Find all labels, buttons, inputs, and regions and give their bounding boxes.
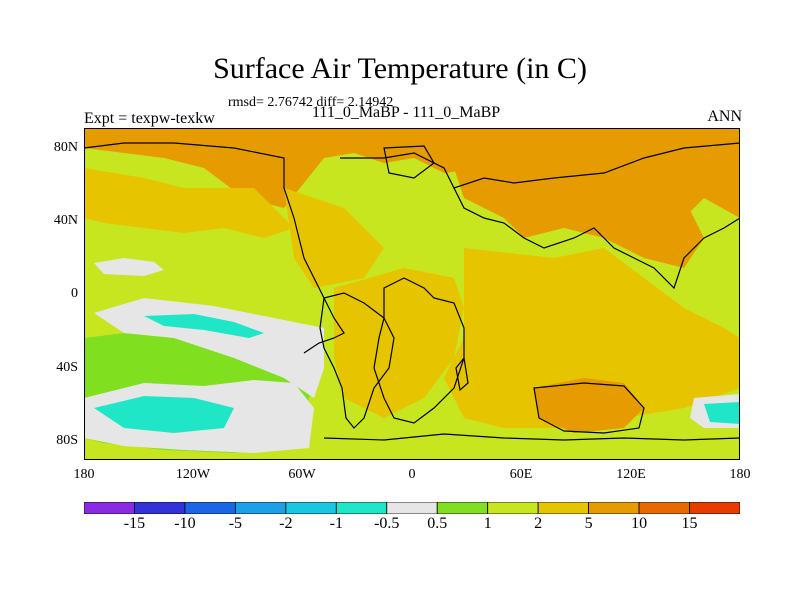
north-america-warm [84,168,294,238]
north-america-outline [84,142,345,354]
x-tick-180-left: 180 [73,467,95,482]
asia-hot-zone [454,168,704,268]
y-tick-80n: 80N [53,140,78,155]
colorbar-label: -5 [228,515,243,532]
colorbar-swatch [335,502,388,514]
australia-hot [534,378,644,433]
temperature-map [84,128,740,460]
north-pacific-neutral [94,258,164,276]
north-atlantic-warm [284,188,384,288]
map-frame [84,128,740,460]
period-label: 111_0_MaBP - 111_0_MaBP [312,104,501,121]
madagascar-outline [455,356,469,392]
colorbar-label: 15 [681,515,698,532]
east-pacific-neutral [94,298,324,398]
x-tick-180-right: 180 [729,467,751,482]
y-tick-40s: 40S [56,360,78,375]
colorbar-label: 5 [584,515,593,532]
colorbar-swatch [84,502,135,514]
experiment-label: Expt = texpw-texkw [84,110,215,127]
coastline-outlines [84,142,740,441]
stats-readout: rmsd= 2.76742 diff= 2.14942 [228,95,394,110]
colorbar-label: -10 [174,515,196,532]
x-tick-60e: 60E [509,467,533,482]
colorbar-swatch [285,502,337,514]
colorbar-label: -1 [329,515,343,532]
colorbar [84,502,740,514]
australia-outline [533,382,645,434]
colorbar-label: 10 [631,515,648,532]
indian-warm [444,248,740,428]
y-tick-0: 0 [71,286,78,301]
southern-cool-zone [94,396,234,433]
colorbar-swatch [588,502,640,514]
asia-outline [453,187,740,290]
colorbar-swatch [184,502,236,514]
colorbar-swatch [134,502,186,514]
east-pacific-cool [144,314,264,338]
colorbar-label: -0.5 [374,515,400,532]
dateline-cool [704,402,740,424]
colorbar-swatch [234,502,287,514]
colorbar-label: -15 [123,515,146,532]
colorbar-label: -2 [279,515,293,532]
colorbar-swatch [638,502,690,514]
eurasia-africa-outline [340,142,740,424]
colorbar-label: 2 [534,515,543,532]
colorbar-label: 0.5 [427,515,448,532]
colorbar-label: 1 [483,515,492,532]
x-tick-0: 0 [408,467,416,482]
map-title: Surface Air Temperature (in C) [213,52,587,85]
colorbar-swatch [386,502,438,514]
colorbar-swatch [487,502,539,514]
y-tick-40n: 40N [53,213,78,228]
season-label: ANN [707,108,742,125]
antarctica-outline [323,433,740,441]
x-tick-60w: 60W [288,467,316,482]
colorbar-swatch [689,502,740,514]
y-tick-80s: 80S [56,433,78,448]
south-america-outline [319,292,395,429]
colorbar-swatch [436,502,489,514]
x-tick-120e: 120E [616,467,646,482]
greenland-outline [383,145,435,179]
colorbar-swatch [537,502,590,514]
x-tick-120w: 120W [175,467,211,482]
